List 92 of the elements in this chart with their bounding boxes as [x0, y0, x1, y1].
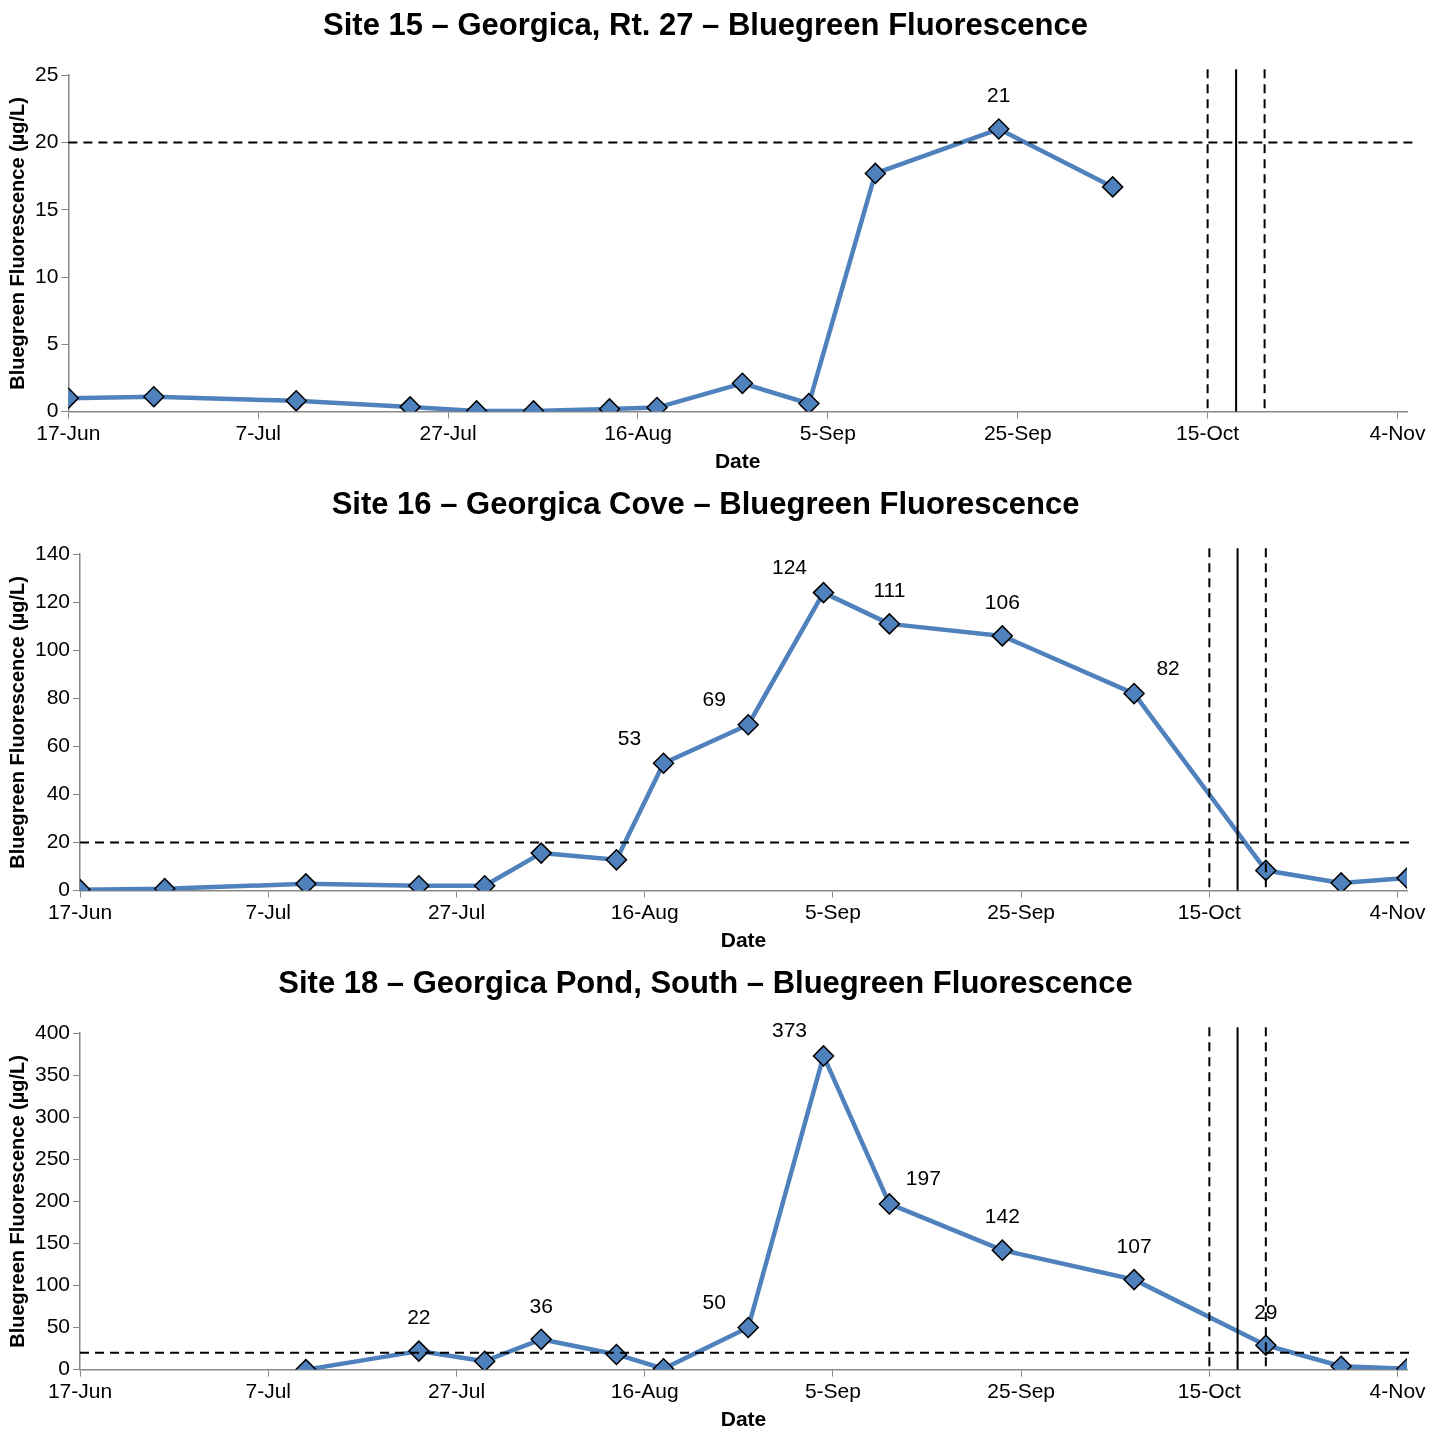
chart-title: Site 15 – Georgica, Rt. 27 – Bluegreen Fluorescence — [323, 7, 1088, 43]
y-tick-label: 20 — [46, 829, 71, 853]
y-tick-label: 200 — [34, 1188, 71, 1212]
y-tick-label: 140 — [34, 541, 71, 564]
x-tick-label: 15-Oct — [1176, 421, 1240, 444]
point — [812, 1045, 835, 1067]
y-tick-label: 25 — [35, 62, 59, 85]
x-tick-label: 27-Jul — [427, 1379, 486, 1402]
x-tick-label: 15-Oct — [1177, 1379, 1242, 1402]
y-tick-label: 0 — [58, 1356, 71, 1380]
point — [1330, 872, 1352, 891]
point — [737, 1316, 759, 1339]
x-tick-label: 4-Nov — [1369, 1379, 1427, 1402]
data-label: 22 — [407, 1305, 431, 1329]
point — [295, 873, 317, 891]
y-tick-label: 0 — [46, 398, 59, 422]
data-label: 142 — [984, 1204, 1020, 1228]
x-tick-label: 7-Jul — [245, 900, 292, 923]
point — [991, 1239, 1014, 1261]
y-tick-label: 120 — [34, 589, 71, 613]
y-axis-title: Bluegreen Fluorescence (µg/L) — [5, 97, 28, 390]
y-axis-title: Bluegreen Fluorescence (µg/L) — [5, 576, 28, 869]
y-tick-label: 400 — [34, 1020, 71, 1043]
x-tick-label: 5-Sep — [799, 421, 856, 444]
point — [473, 1350, 496, 1370]
y-tick-label: 50 — [46, 1314, 71, 1338]
x-tick-label: 16-Aug — [610, 1379, 679, 1402]
data-label: 36 — [529, 1293, 553, 1317]
y-tick-label: 100 — [34, 1272, 71, 1296]
x-tick-label: 17-Jun — [47, 1379, 113, 1402]
point — [1123, 1268, 1145, 1291]
x-tick-label: 4-Nov — [1369, 421, 1427, 444]
point — [991, 625, 1014, 647]
x-tick-label: 25-Sep — [987, 1379, 1056, 1402]
point — [652, 752, 675, 774]
x-tick-label: 25-Sep — [983, 421, 1052, 444]
y-tick-label: 0 — [58, 877, 71, 901]
x-tick-label: 7-Jul — [235, 421, 281, 444]
data-label: 373 — [771, 1018, 808, 1042]
x-axis-title: Date — [714, 449, 761, 473]
x-tick-label: 7-Jul — [245, 1379, 292, 1402]
point — [737, 714, 759, 736]
x-tick-label: 5-Sep — [804, 900, 861, 923]
x-axis-title: Date — [720, 1407, 767, 1431]
y-tick-label: 15 — [35, 196, 59, 220]
data-label: 82 — [1156, 655, 1180, 679]
data-label: 197 — [905, 1166, 941, 1190]
data-label: 124 — [771, 554, 808, 578]
x-tick-label: 16-Aug — [610, 900, 679, 923]
x-tick-label: 17-Jun — [36, 421, 101, 444]
point — [530, 1328, 552, 1351]
point — [988, 118, 1010, 140]
y-tick-label: 100 — [34, 637, 71, 661]
x-tick-label: 27-Jul — [427, 900, 486, 923]
x-tick-label: 5-Sep — [804, 1379, 861, 1402]
point — [605, 849, 628, 871]
point — [878, 613, 901, 635]
y-tick-label: 10 — [35, 263, 59, 287]
chart-title: Site 16 – Georgica Cove – Bluegreen Fluorescence — [331, 486, 1080, 522]
data-label: 69 — [702, 687, 726, 711]
point — [878, 1193, 901, 1215]
y-tick-label: 350 — [34, 1062, 71, 1086]
x-tick-label: 27-Jul — [419, 421, 477, 444]
point — [864, 162, 887, 185]
y-tick-label: 150 — [34, 1230, 71, 1254]
x-tick-label: 16-Aug — [604, 421, 672, 444]
data-label: 106 — [984, 590, 1020, 614]
point — [1101, 176, 1124, 198]
x-tick-label: 25-Sep — [987, 900, 1056, 923]
x-axis-title: Date — [720, 928, 767, 952]
y-tick-label: 250 — [34, 1146, 71, 1170]
data-label: 107 — [1116, 1233, 1152, 1257]
point — [1123, 682, 1145, 705]
data-label: 53 — [617, 725, 642, 749]
x-tick-label: 4-Nov — [1369, 900, 1427, 923]
point — [812, 581, 835, 604]
data-label: 111 — [873, 578, 906, 602]
y-tick-label: 300 — [34, 1104, 71, 1128]
y-axis-title: Bluegreen Fluorescence (µg/L) — [5, 1055, 28, 1348]
chart-title: Site 18 – Georgica Pond, South – Bluegreen Fluorescence — [278, 965, 1133, 1001]
y-tick-label: 5 — [46, 331, 59, 355]
point — [408, 1340, 430, 1362]
point — [530, 842, 552, 864]
data-label: 21 — [987, 83, 1011, 107]
y-tick-label: 20 — [35, 129, 59, 153]
x-tick-label: 15-Oct — [1177, 900, 1242, 923]
y-tick-label: 60 — [46, 733, 71, 757]
y-tick-label: 80 — [46, 685, 71, 709]
x-tick-label: 17-Jun — [47, 900, 113, 923]
data-label: 29 — [1254, 1299, 1278, 1323]
y-tick-label: 40 — [46, 781, 71, 805]
data-label: 50 — [702, 1289, 726, 1313]
